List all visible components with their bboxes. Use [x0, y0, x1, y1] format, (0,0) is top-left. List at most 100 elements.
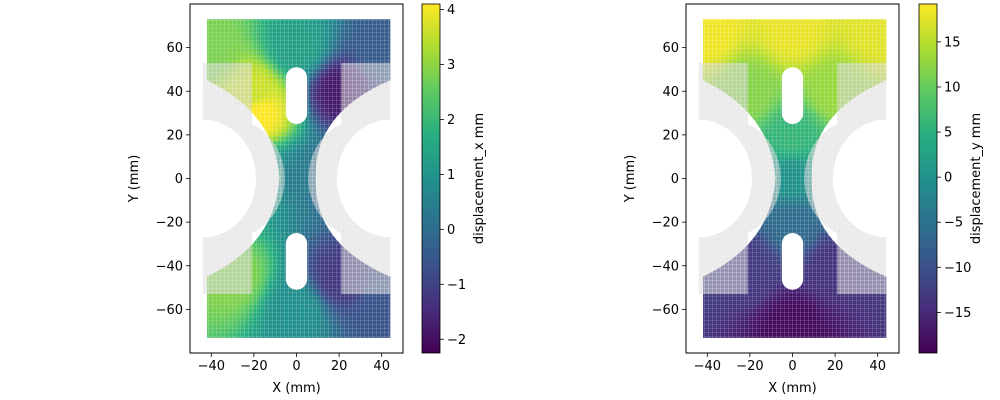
field-cell [783, 337, 789, 338]
field-cell [254, 337, 260, 338]
hole [285, 67, 308, 124]
field-cell [380, 337, 387, 338]
field-cell [231, 11, 236, 16]
field-cell [268, 11, 273, 16]
field-cell [783, 11, 788, 16]
field-cell [390, 270, 395, 275]
field-cell [390, 102, 395, 107]
field-cell [381, 11, 386, 16]
field-cell [371, 337, 377, 338]
field-cell [259, 11, 264, 16]
field-cell [226, 11, 231, 16]
hole [285, 233, 308, 290]
field-cell [760, 11, 765, 16]
field-cell [792, 337, 798, 338]
field-cell [390, 30, 395, 35]
field-cell [315, 11, 320, 16]
field-cell [745, 337, 751, 338]
field-cell [390, 256, 395, 261]
field-cell [750, 337, 756, 338]
field-cell [390, 304, 395, 309]
field-cell [282, 11, 287, 16]
field-cell [273, 337, 279, 338]
colorbar-gradient [421, 3, 441, 354]
field-cell [339, 11, 344, 16]
colorbar-label: displacement_x mm [472, 113, 487, 244]
field-cell [301, 337, 307, 338]
field-cell [802, 11, 807, 16]
field-cell [385, 337, 391, 338]
field-cell [254, 11, 259, 16]
x-tick-label: 0 [292, 359, 300, 374]
field-cell [390, 328, 395, 333]
field-cell [825, 11, 830, 16]
colorbar-tick-label: 2 [447, 113, 455, 128]
field-cell [797, 11, 802, 16]
field-cell [292, 11, 297, 16]
field-cell [362, 11, 367, 16]
y-tick-label: −40 [156, 259, 183, 274]
field-cell [390, 112, 395, 117]
field-cell [727, 11, 732, 16]
field-cell [325, 11, 330, 16]
field-cell [287, 11, 292, 16]
field-cell [245, 11, 250, 16]
field-cell [240, 337, 246, 338]
field-cell [230, 337, 237, 338]
field-cell [390, 309, 395, 314]
field-cell [825, 337, 831, 338]
field-cell [352, 337, 359, 338]
field-cell [732, 11, 737, 16]
field-cell [390, 64, 395, 69]
field-cell [722, 337, 728, 338]
field-cell [718, 11, 723, 16]
field-cell [376, 337, 382, 338]
field-cell [774, 11, 779, 16]
field-cell [390, 69, 395, 74]
field-cell [787, 337, 794, 338]
x-tick-label: −20 [240, 359, 267, 374]
field-cell [390, 49, 395, 54]
x-tick-label: 40 [373, 359, 390, 374]
field-cell [829, 231, 836, 238]
field-cell [264, 11, 269, 16]
field-cell [259, 337, 265, 338]
field-cell [778, 11, 783, 16]
field-cell [390, 16, 395, 21]
field-cell [390, 318, 395, 323]
x-tick-label: −40 [198, 359, 225, 374]
field-cell [390, 241, 395, 246]
field-cell [216, 337, 223, 338]
field-cell [249, 337, 255, 338]
notch-cutout [149, 119, 257, 238]
field-cell [311, 11, 316, 16]
field-cell [207, 337, 209, 338]
field-cell [773, 337, 780, 338]
field-cell [390, 261, 395, 266]
field-cell [338, 337, 344, 338]
field-cell [755, 11, 760, 16]
field-cell [386, 11, 391, 16]
field-cell [301, 11, 306, 16]
field-cell [273, 11, 278, 16]
field-cell [390, 45, 395, 50]
field-cell [778, 337, 784, 338]
field-cell [376, 11, 381, 16]
field-cell [390, 11, 395, 16]
field-cell [357, 337, 363, 338]
field-cell [713, 11, 718, 16]
x-tick-label: 20 [331, 359, 348, 374]
field-cell [722, 11, 727, 16]
field-cell [717, 337, 723, 338]
field-cell [839, 337, 845, 338]
field-cell [830, 11, 835, 16]
field-cell [736, 11, 741, 16]
field-cell [390, 285, 395, 290]
y-tick-label: 60 [166, 41, 183, 56]
field-cell [390, 40, 395, 45]
field-cell [390, 313, 395, 318]
field-cell [797, 337, 803, 338]
field-cell [769, 11, 774, 16]
field-cell [297, 11, 302, 16]
